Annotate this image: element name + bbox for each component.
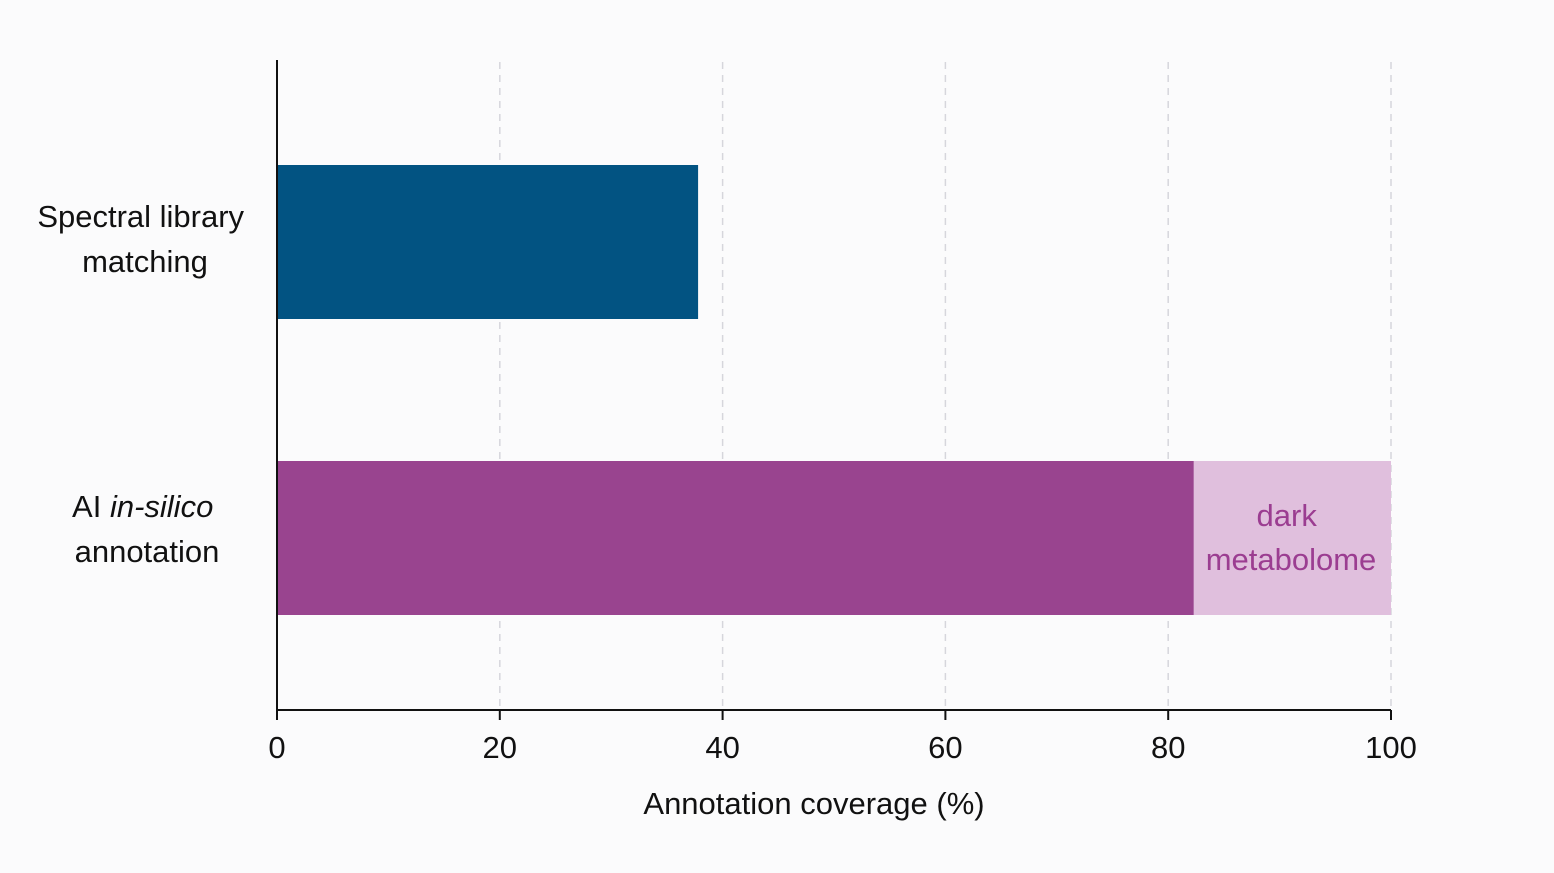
bar-segment-1 <box>277 461 1194 615</box>
category-label-ai-line2: annotation <box>75 534 220 569</box>
category-label-spectral-line2: matching <box>82 244 208 279</box>
x-tick-label-60: 60 <box>928 730 962 765</box>
x-tick-label-0: 0 <box>268 730 285 765</box>
category-label-ai: AI in-silico annotation <box>72 489 222 569</box>
dark-metabolome-annotation: dark metabolome <box>1206 498 1377 577</box>
category-label-ai-italic: in-silico <box>110 489 213 524</box>
category-label-ai-prefix: AI <box>72 489 110 524</box>
x-axis-title: Annotation coverage (%) <box>643 786 984 821</box>
x-ticks: 0 20 40 60 80 100 <box>268 710 1417 765</box>
bar-segment-2 <box>1193 461 1391 615</box>
category-label-spectral: Spectral library matching <box>37 199 252 279</box>
bars <box>277 165 1391 615</box>
x-tick-label-20: 20 <box>483 730 517 765</box>
category-label-spectral-line1: Spectral library <box>37 199 244 234</box>
annotation-line1: dark <box>1257 498 1318 533</box>
annotation-line2: metabolome <box>1206 542 1377 577</box>
x-tick-label-100: 100 <box>1365 730 1417 765</box>
bar-segment-0 <box>277 165 699 319</box>
x-tick-label-80: 80 <box>1151 730 1185 765</box>
x-tick-label-40: 40 <box>705 730 739 765</box>
